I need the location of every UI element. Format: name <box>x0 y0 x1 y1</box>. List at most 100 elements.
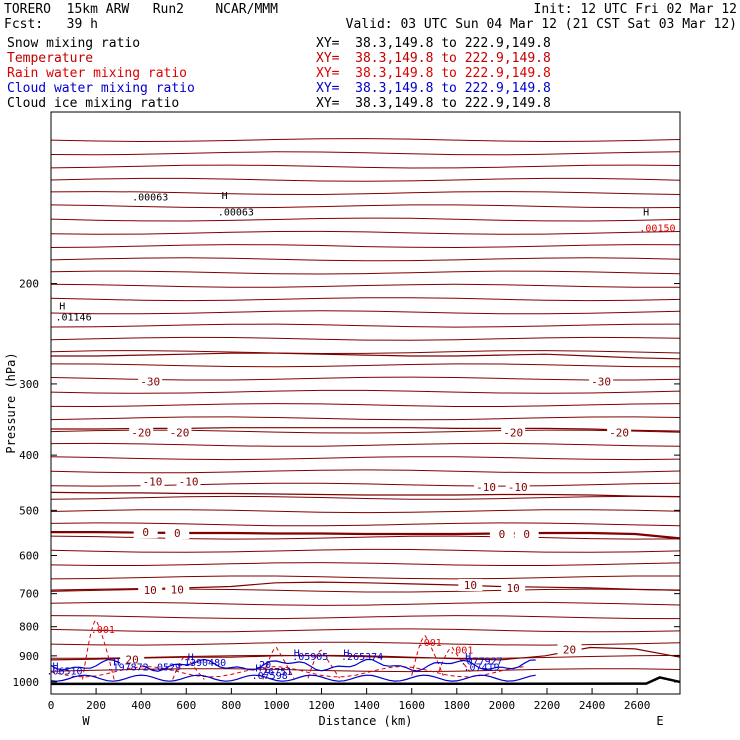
temperature-contour-label: -30 <box>591 375 611 388</box>
isotherm-line <box>50 204 681 209</box>
contour-label-bg <box>607 426 632 439</box>
field-annotation: .26751 <box>256 667 292 678</box>
axes: 0 200 400 600 800 1000 1200 1400 1600 1800 2000 220… <box>4 111 681 728</box>
x-tick-label: 2600 <box>624 699 651 712</box>
field-annotation: H <box>255 663 261 674</box>
contour-label-bg <box>165 527 190 540</box>
x-tick-label: 1000 <box>263 699 290 712</box>
temperature-contour-label: -10 <box>476 481 496 494</box>
legend-cloud-ice: Cloud ice mixing ratio <box>7 96 180 111</box>
contour-label-bg <box>138 375 163 388</box>
x-tick-label: 1200 <box>308 699 335 712</box>
isotherm-line <box>50 336 681 341</box>
east-end-label: E <box>656 714 663 728</box>
y-tick-label: 300 <box>19 378 39 391</box>
field-annotation: .00063 <box>132 193 168 204</box>
isotherm-line <box>50 389 681 394</box>
temperature-contour-label: -10 <box>508 481 528 494</box>
field-annotation: 20 <box>259 660 271 671</box>
field-annotation: .077927 <box>461 656 503 667</box>
isotherm-line <box>50 628 681 633</box>
isotherm-line <box>50 257 681 262</box>
x-axis-label: Distance (km) <box>319 714 413 728</box>
temperature-contour-label: 10 <box>171 583 184 596</box>
contour-label-bg <box>133 526 158 539</box>
isotherm-line <box>50 323 681 328</box>
temperature-contour-label: 10 <box>464 579 477 592</box>
field-annotation: .001 <box>91 625 115 636</box>
y-tick-label: 900 <box>19 650 39 663</box>
field-annotation: .0529 <box>151 662 181 673</box>
field-annotation: H <box>643 208 649 219</box>
temperature-contour-label: 0 <box>142 526 149 539</box>
model-title: TORERO 15km ARW Run2 NCAR/MMM <box>4 2 278 17</box>
temperature-contour-label: -20 <box>170 426 190 439</box>
field-annotation: .001 <box>449 646 473 657</box>
field-annotation: .197872 <box>107 662 149 673</box>
temperature-contour--10 <box>50 491 681 498</box>
rain-contour <box>50 666 525 678</box>
temperature-contour--20 <box>51 427 681 432</box>
x-tick-label: 1400 <box>353 699 380 712</box>
legend-cloud-water-xy: XY= 38.3,149.8 to 222.9,149.8 <box>316 81 551 96</box>
field-annotation: .00150 <box>639 223 675 234</box>
x-tick-label: 1600 <box>398 699 425 712</box>
temperature-contour-label: 20 <box>563 644 576 657</box>
temperature-contour--30 <box>51 352 681 360</box>
field-annotation: H <box>59 301 65 312</box>
isotherm-line <box>50 217 681 222</box>
field-annotation: H <box>343 648 349 659</box>
temperature-contour-label: -20 <box>609 426 629 439</box>
legend-rain-xy: XY= 38.3,149.8 to 222.9,149.8 <box>316 66 551 81</box>
field-annotation: .00063 <box>218 208 254 219</box>
temperature-contour-label: -20 <box>503 426 523 439</box>
x-tick-label: 2200 <box>534 699 561 712</box>
contour-label-bg <box>505 481 530 494</box>
contour-label-bg <box>489 527 514 540</box>
isotherm-line <box>50 469 681 474</box>
isotherm-line <box>50 151 681 156</box>
legend-temperature-xy: XY= 38.3,149.8 to 222.9,149.8 <box>316 51 551 66</box>
contour-label-bg <box>501 581 526 594</box>
isotherm-line <box>50 641 681 646</box>
isotherm-line <box>50 522 681 527</box>
temperature-contour-label: -10 <box>179 476 199 489</box>
x-tick-label: 800 <box>221 699 241 712</box>
isotherm-line <box>50 442 681 447</box>
contour-label-bg <box>557 643 582 656</box>
y-tick-label: 400 <box>19 449 39 462</box>
isotherm-line <box>50 230 681 235</box>
isotherm-line <box>50 350 681 355</box>
isotherm-line <box>50 283 680 288</box>
field-annotation: H <box>294 648 300 659</box>
isotherm-line <box>50 416 681 421</box>
temperature-contour-label: -20 <box>131 426 151 439</box>
y-tick-label: 800 <box>19 621 39 634</box>
field-annotation: H <box>52 662 58 673</box>
contour-label-bg <box>120 653 145 666</box>
rain-contour <box>307 649 340 679</box>
isotherm-line <box>50 191 681 196</box>
plot-frame <box>50 111 681 695</box>
isotherm-line <box>50 164 681 169</box>
y-tick-label: 700 <box>19 588 39 601</box>
temperature-contour-label: -30 <box>140 375 160 388</box>
isotherm-line <box>50 509 681 514</box>
y-tick-label: 200 <box>19 278 39 291</box>
temperature-contour-label: 10 <box>144 584 157 597</box>
x-tick-label: 2000 <box>489 699 516 712</box>
legend-cloud-water: Cloud water mixing ratio <box>7 81 195 96</box>
isotherm-line <box>50 244 681 249</box>
temperature-contour-label: 0 <box>523 528 530 541</box>
isotherm-line <box>50 310 681 315</box>
legend-rain: Rain water mixing ratio <box>7 66 188 81</box>
field-annotation: .07419 <box>464 662 500 673</box>
contour-label-bg <box>165 583 190 596</box>
contour-label-bg <box>501 426 526 439</box>
rain-contour <box>82 619 115 680</box>
contour-label-bg <box>474 481 499 494</box>
x-tick-label: 400 <box>131 699 151 712</box>
isotherm-line <box>50 575 680 580</box>
isotherm-line <box>50 429 681 434</box>
